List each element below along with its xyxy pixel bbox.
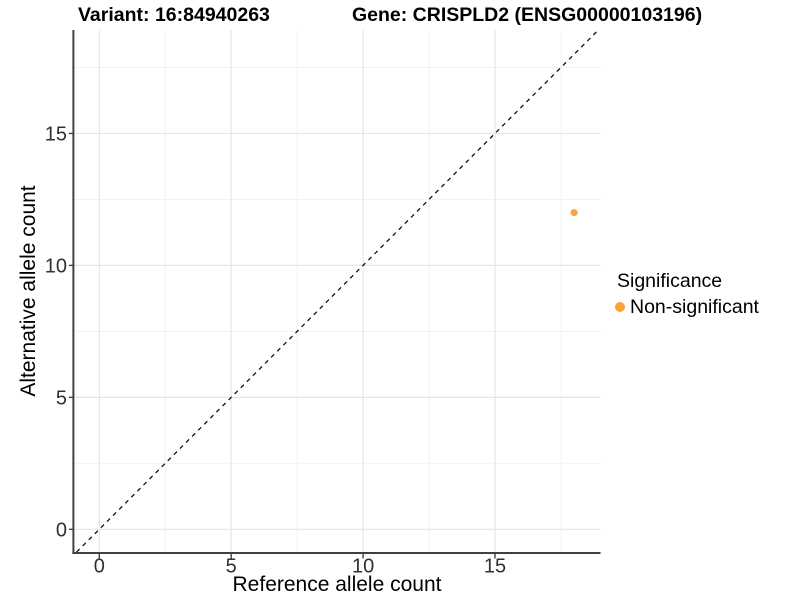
x-tick-label: 5 [226, 556, 237, 578]
y-axis-title: Alternative allele count [17, 185, 40, 397]
legend-key-dot [615, 302, 625, 312]
data-point [570, 209, 578, 217]
legend-item-non-significant: Non-significant [615, 296, 759, 318]
y-tick-label: 10 [45, 255, 67, 277]
x-tick-label: 15 [484, 556, 506, 578]
plot-title-variant: Variant: 16:84940263 [78, 4, 270, 26]
legend-item-label: Non-significant [630, 296, 759, 318]
identity-line [76, 29, 599, 553]
y-tick-label: 15 [45, 123, 67, 145]
legend-title: Significance [617, 270, 723, 292]
legend: Significance Non-significant [615, 270, 759, 318]
x-axis-title: Reference allele count [232, 573, 442, 596]
plot-title-gene: Gene: CRISPLD2 (ENSG00000103196) [352, 4, 703, 26]
y-tick-label: 0 [56, 519, 67, 541]
x-tick-label: 10 [352, 556, 374, 578]
x-tick-label: 0 [94, 556, 105, 578]
y-tick-label: 5 [56, 387, 67, 409]
